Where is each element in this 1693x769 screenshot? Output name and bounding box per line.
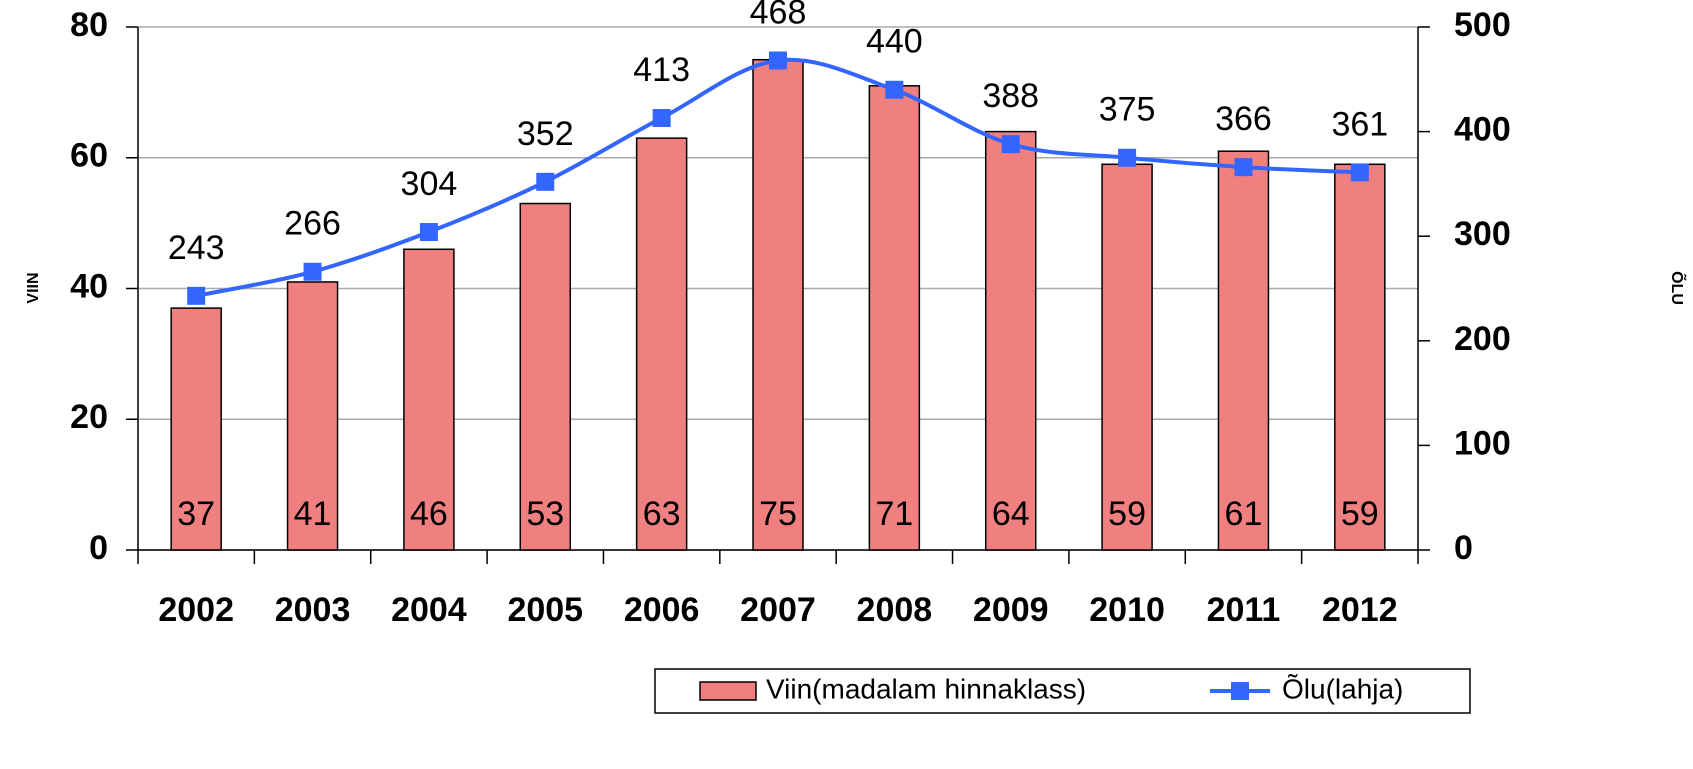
- line-value-label: 266: [284, 205, 341, 243]
- bar: [752, 58, 804, 551]
- bar-value-label: 46: [410, 495, 448, 533]
- bar-value-label: 71: [875, 495, 913, 533]
- y-tick-label: 80: [70, 6, 108, 44]
- line-value-label: 366: [1215, 100, 1272, 138]
- marker: [303, 262, 322, 281]
- bar: [868, 85, 921, 551]
- bar-value-label: 75: [759, 495, 797, 533]
- y2-tick-label: 0: [1454, 529, 1473, 567]
- y2-axis-label: ÕLU: [1668, 271, 1688, 305]
- line-value-label: 413: [633, 51, 690, 89]
- marker: [1001, 135, 1020, 154]
- y-axis-label: VIIN: [25, 272, 42, 303]
- bar: [984, 130, 1037, 551]
- bar: [170, 307, 222, 551]
- line-value-label: 243: [168, 229, 225, 267]
- marker: [885, 80, 904, 99]
- marker: [769, 51, 787, 70]
- y-tick-label: 0: [89, 529, 108, 567]
- line-value-label: 375: [1099, 91, 1156, 129]
- bar-value-label: 59: [1341, 495, 1379, 533]
- marker: [536, 172, 555, 191]
- y2-tick-label: 500: [1454, 6, 1511, 44]
- y2-tick-label: 400: [1454, 111, 1511, 149]
- legend-swatch: [1231, 682, 1249, 700]
- y-tick-label: 20: [70, 398, 108, 436]
- bar: [635, 137, 688, 551]
- bar-value-label: 59: [1108, 495, 1146, 533]
- legend-label: Viin(madalam hinnaklass): [766, 673, 1086, 704]
- x-tick-label: 2002: [158, 591, 234, 629]
- x-tick-label: 2008: [857, 591, 933, 629]
- marker: [1350, 163, 1369, 182]
- bar: [286, 281, 339, 551]
- bar: [519, 202, 572, 551]
- line-value-label: 440: [866, 23, 923, 61]
- y-tick-label: 60: [70, 137, 108, 175]
- x-tick-label: 2003: [275, 591, 351, 629]
- bar-value-label: 61: [1225, 495, 1263, 533]
- bar-value-label: 53: [526, 495, 564, 533]
- line-value-label: 468: [750, 0, 807, 31]
- bar: [1217, 150, 1270, 551]
- x-tick-label: 2011: [1207, 591, 1281, 629]
- x-tick-label: 2010: [1089, 591, 1165, 629]
- bar-value-label: 41: [294, 495, 332, 533]
- y-tick-label: 40: [70, 267, 108, 305]
- line-value-label: 388: [982, 77, 1039, 115]
- bar: [1101, 163, 1153, 551]
- marker: [1234, 158, 1253, 177]
- line-value-label: 361: [1331, 105, 1388, 143]
- line-value-label: 304: [401, 165, 458, 203]
- bar: [1334, 163, 1386, 551]
- marker: [419, 223, 438, 242]
- legend-box: [654, 668, 1471, 714]
- bar: [403, 248, 455, 551]
- bar-value-label: 63: [643, 495, 681, 533]
- x-tick-label: 2004: [391, 591, 467, 629]
- x-tick-label: 2006: [624, 591, 700, 629]
- y2-tick-label: 100: [1454, 424, 1511, 462]
- marker: [1118, 148, 1137, 167]
- line-value-label: 352: [517, 115, 574, 153]
- marker: [652, 109, 671, 128]
- x-tick-label: 2005: [507, 591, 583, 629]
- legend-swatch: [699, 681, 757, 701]
- x-tick-label: 2007: [740, 591, 816, 629]
- bar-value-label: 37: [177, 495, 215, 533]
- y2-tick-label: 300: [1454, 215, 1511, 253]
- y2-tick-label: 200: [1454, 320, 1511, 358]
- bar-value-label: 64: [992, 495, 1030, 533]
- marker: [187, 286, 206, 305]
- legend-label: Õlu(lahja): [1282, 673, 1403, 704]
- x-tick-label: 2009: [973, 591, 1049, 629]
- x-tick-label: 2012: [1322, 591, 1398, 629]
